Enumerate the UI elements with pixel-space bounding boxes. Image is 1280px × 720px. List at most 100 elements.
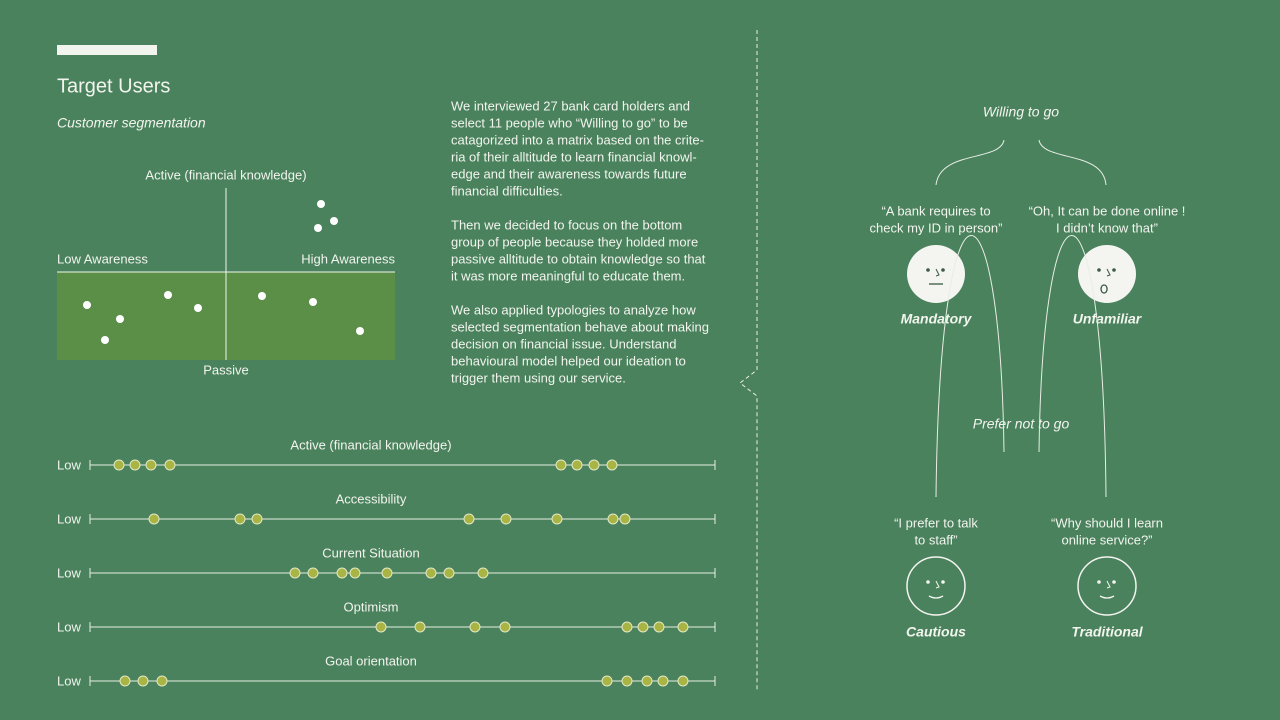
scale-low: Low (57, 619, 81, 634)
user-dot (307, 567, 319, 579)
user-dot (621, 675, 633, 687)
eye (1097, 268, 1101, 272)
paragraph-line: passive alltitude to obtain knowledge so… (451, 251, 706, 266)
face (1077, 556, 1137, 616)
point (309, 298, 317, 306)
user-dot (641, 675, 653, 687)
quote: I didn’t know that” (1056, 220, 1158, 235)
eye (926, 580, 930, 584)
brace (1038, 139, 1107, 186)
quote: online service?” (1061, 532, 1152, 547)
scale-label: Accessibility (336, 491, 407, 506)
quote: “Why should I learn (1051, 515, 1163, 530)
user-dot (677, 675, 689, 687)
user-dot (145, 459, 157, 471)
group-title: Willing to go (983, 104, 1059, 120)
scale-label: Goal orientation (325, 653, 417, 668)
personas: Willing to go “A bank requires to check my… (870, 104, 1186, 640)
paragraph-line: ria of their alltitude to learn financia… (451, 149, 697, 164)
scale-low: Low (57, 565, 81, 580)
user-dot (336, 567, 348, 579)
user-dot (555, 459, 567, 471)
paragraph-line: We also applied typologies to analyze ho… (451, 302, 696, 317)
quote: to staff” (914, 532, 957, 547)
point (314, 224, 322, 232)
user-dot (234, 513, 246, 525)
user-dot (619, 513, 631, 525)
point (317, 200, 325, 208)
scale-label: Optimism (344, 599, 399, 614)
point (101, 336, 109, 344)
paragraph-line: select 11 people who “Willing to go” to … (451, 115, 688, 130)
paragraph-line: decision on financial issue. Understand (451, 336, 676, 351)
user-dot (164, 459, 176, 471)
user-dot (129, 459, 141, 471)
user-dot (588, 459, 600, 471)
user-dot (251, 513, 263, 525)
paragraph-line: catagorized into a matrix based on the c… (451, 132, 704, 147)
user-dot (375, 621, 387, 633)
face (1078, 245, 1136, 303)
persona-name: Cautious (906, 624, 966, 640)
paragraph-line: financial difficulties. (451, 183, 563, 198)
point (116, 315, 124, 323)
user-dot (500, 513, 512, 525)
eye (941, 268, 945, 272)
user-dot (607, 513, 619, 525)
user-dot (148, 513, 160, 525)
scale-label: Current Situation (322, 545, 420, 560)
user-dot (606, 459, 618, 471)
paragraph-line: trigger them using our service. (451, 370, 626, 385)
eye (926, 268, 930, 272)
subtitle: Customer segmentation (57, 115, 206, 131)
user-dot (113, 459, 125, 471)
nose (935, 580, 940, 589)
user-dot (156, 675, 168, 687)
persona-name: Unfamiliar (1073, 311, 1143, 327)
paragraph-line: behavioural model helped our ideation to (451, 353, 686, 368)
scale-low: Low (57, 673, 81, 688)
brace (935, 234, 1005, 498)
brace (935, 139, 1005, 186)
user-dot (601, 675, 613, 687)
nose (1106, 580, 1111, 589)
accent-bar (57, 45, 157, 55)
scale-label: Active (financial knowledge) (290, 437, 451, 452)
user-dot (349, 567, 361, 579)
quote: “Oh, It can be done online ! (1029, 203, 1186, 218)
mouth (928, 595, 944, 599)
scale-low: Low (57, 457, 81, 472)
paragraph-line: group of people because they holded more (451, 234, 698, 249)
user-dot (477, 567, 489, 579)
user-dot (289, 567, 301, 579)
user-dot (499, 621, 511, 633)
mouth (1100, 284, 1108, 294)
quote: check my ID in person” (870, 220, 1003, 235)
user-dot (571, 459, 583, 471)
persona-name: Mandatory (901, 311, 973, 327)
eye (1097, 580, 1101, 584)
axis-label: Low Awareness (57, 251, 148, 266)
user-dot (414, 621, 426, 633)
eye (1112, 580, 1116, 584)
point (83, 301, 91, 309)
user-dot (137, 675, 149, 687)
axis-label: High Awareness (301, 251, 395, 266)
user-dot (425, 567, 437, 579)
scales: Active (financial knowledge) Low Accessibi… (57, 437, 716, 688)
point (330, 217, 338, 225)
quote: “I prefer to talk (894, 515, 978, 530)
quote: “A bank requires to (881, 203, 990, 218)
nose (935, 268, 940, 277)
point (356, 327, 364, 335)
eye (941, 580, 945, 584)
title: Target Users (57, 75, 170, 97)
user-dot (551, 513, 563, 525)
user-dot (621, 621, 633, 633)
description: We interviewed 27 bank card holders and s… (451, 98, 709, 385)
user-dot (469, 621, 481, 633)
mouth (1099, 595, 1115, 599)
scale-low: Low (57, 511, 81, 526)
paragraph-line: Then we decided to focus on the bottom (451, 217, 682, 232)
